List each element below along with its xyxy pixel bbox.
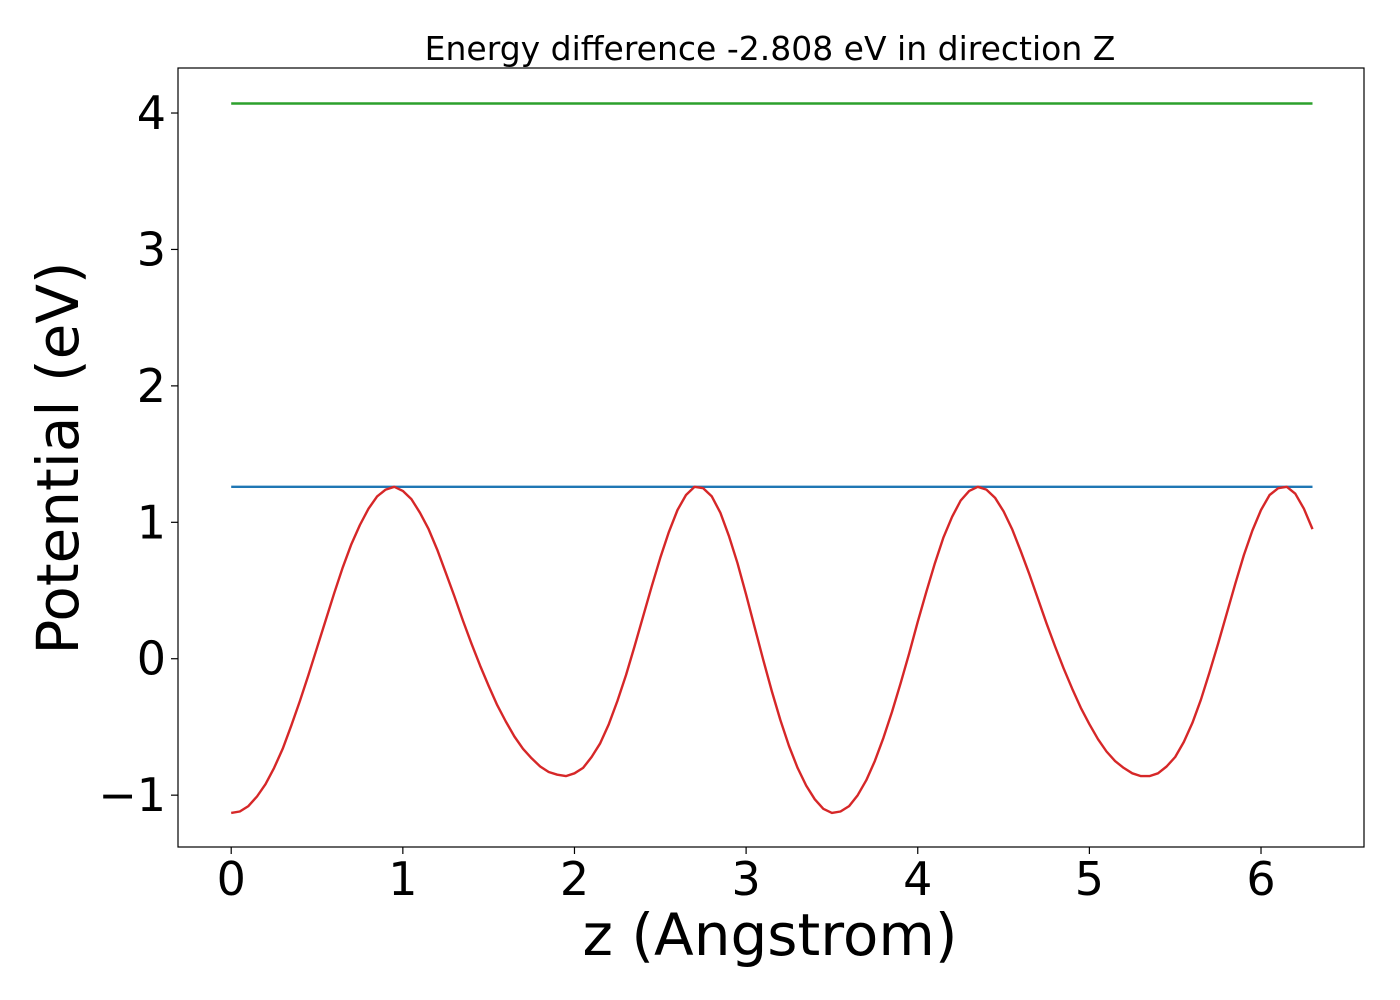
x-tick-label: 2 [560,852,589,906]
x-tick-label: 4 [903,852,932,906]
plot-frame [177,67,1365,848]
y-tick-label: 3 [137,222,166,276]
x-tick-label: 6 [1246,852,1275,906]
y-tick-label: 2 [137,359,166,413]
chart-title: Energy difference -2.808 eV in direction… [425,29,1116,68]
y-axis-label: Potential (eV) [24,261,92,654]
x-axis-label: z (Angstrom) [583,901,958,969]
series-layer [231,102,1314,815]
x-tick-label: 5 [1075,852,1104,906]
x-tick-label: 3 [731,852,760,906]
x-tick-label: 0 [217,852,246,906]
tick-layer: 0 1 2 3 4 5 6 −1 0 1 2 3 4 [98,86,1275,906]
y-tick-label: 4 [137,86,166,140]
series-line-2 [231,485,1314,815]
y-tick-label: 1 [137,495,166,549]
x-tick-label: 1 [388,852,417,906]
y-tick-label: 0 [137,632,166,686]
y-tick-label: −1 [98,768,166,822]
